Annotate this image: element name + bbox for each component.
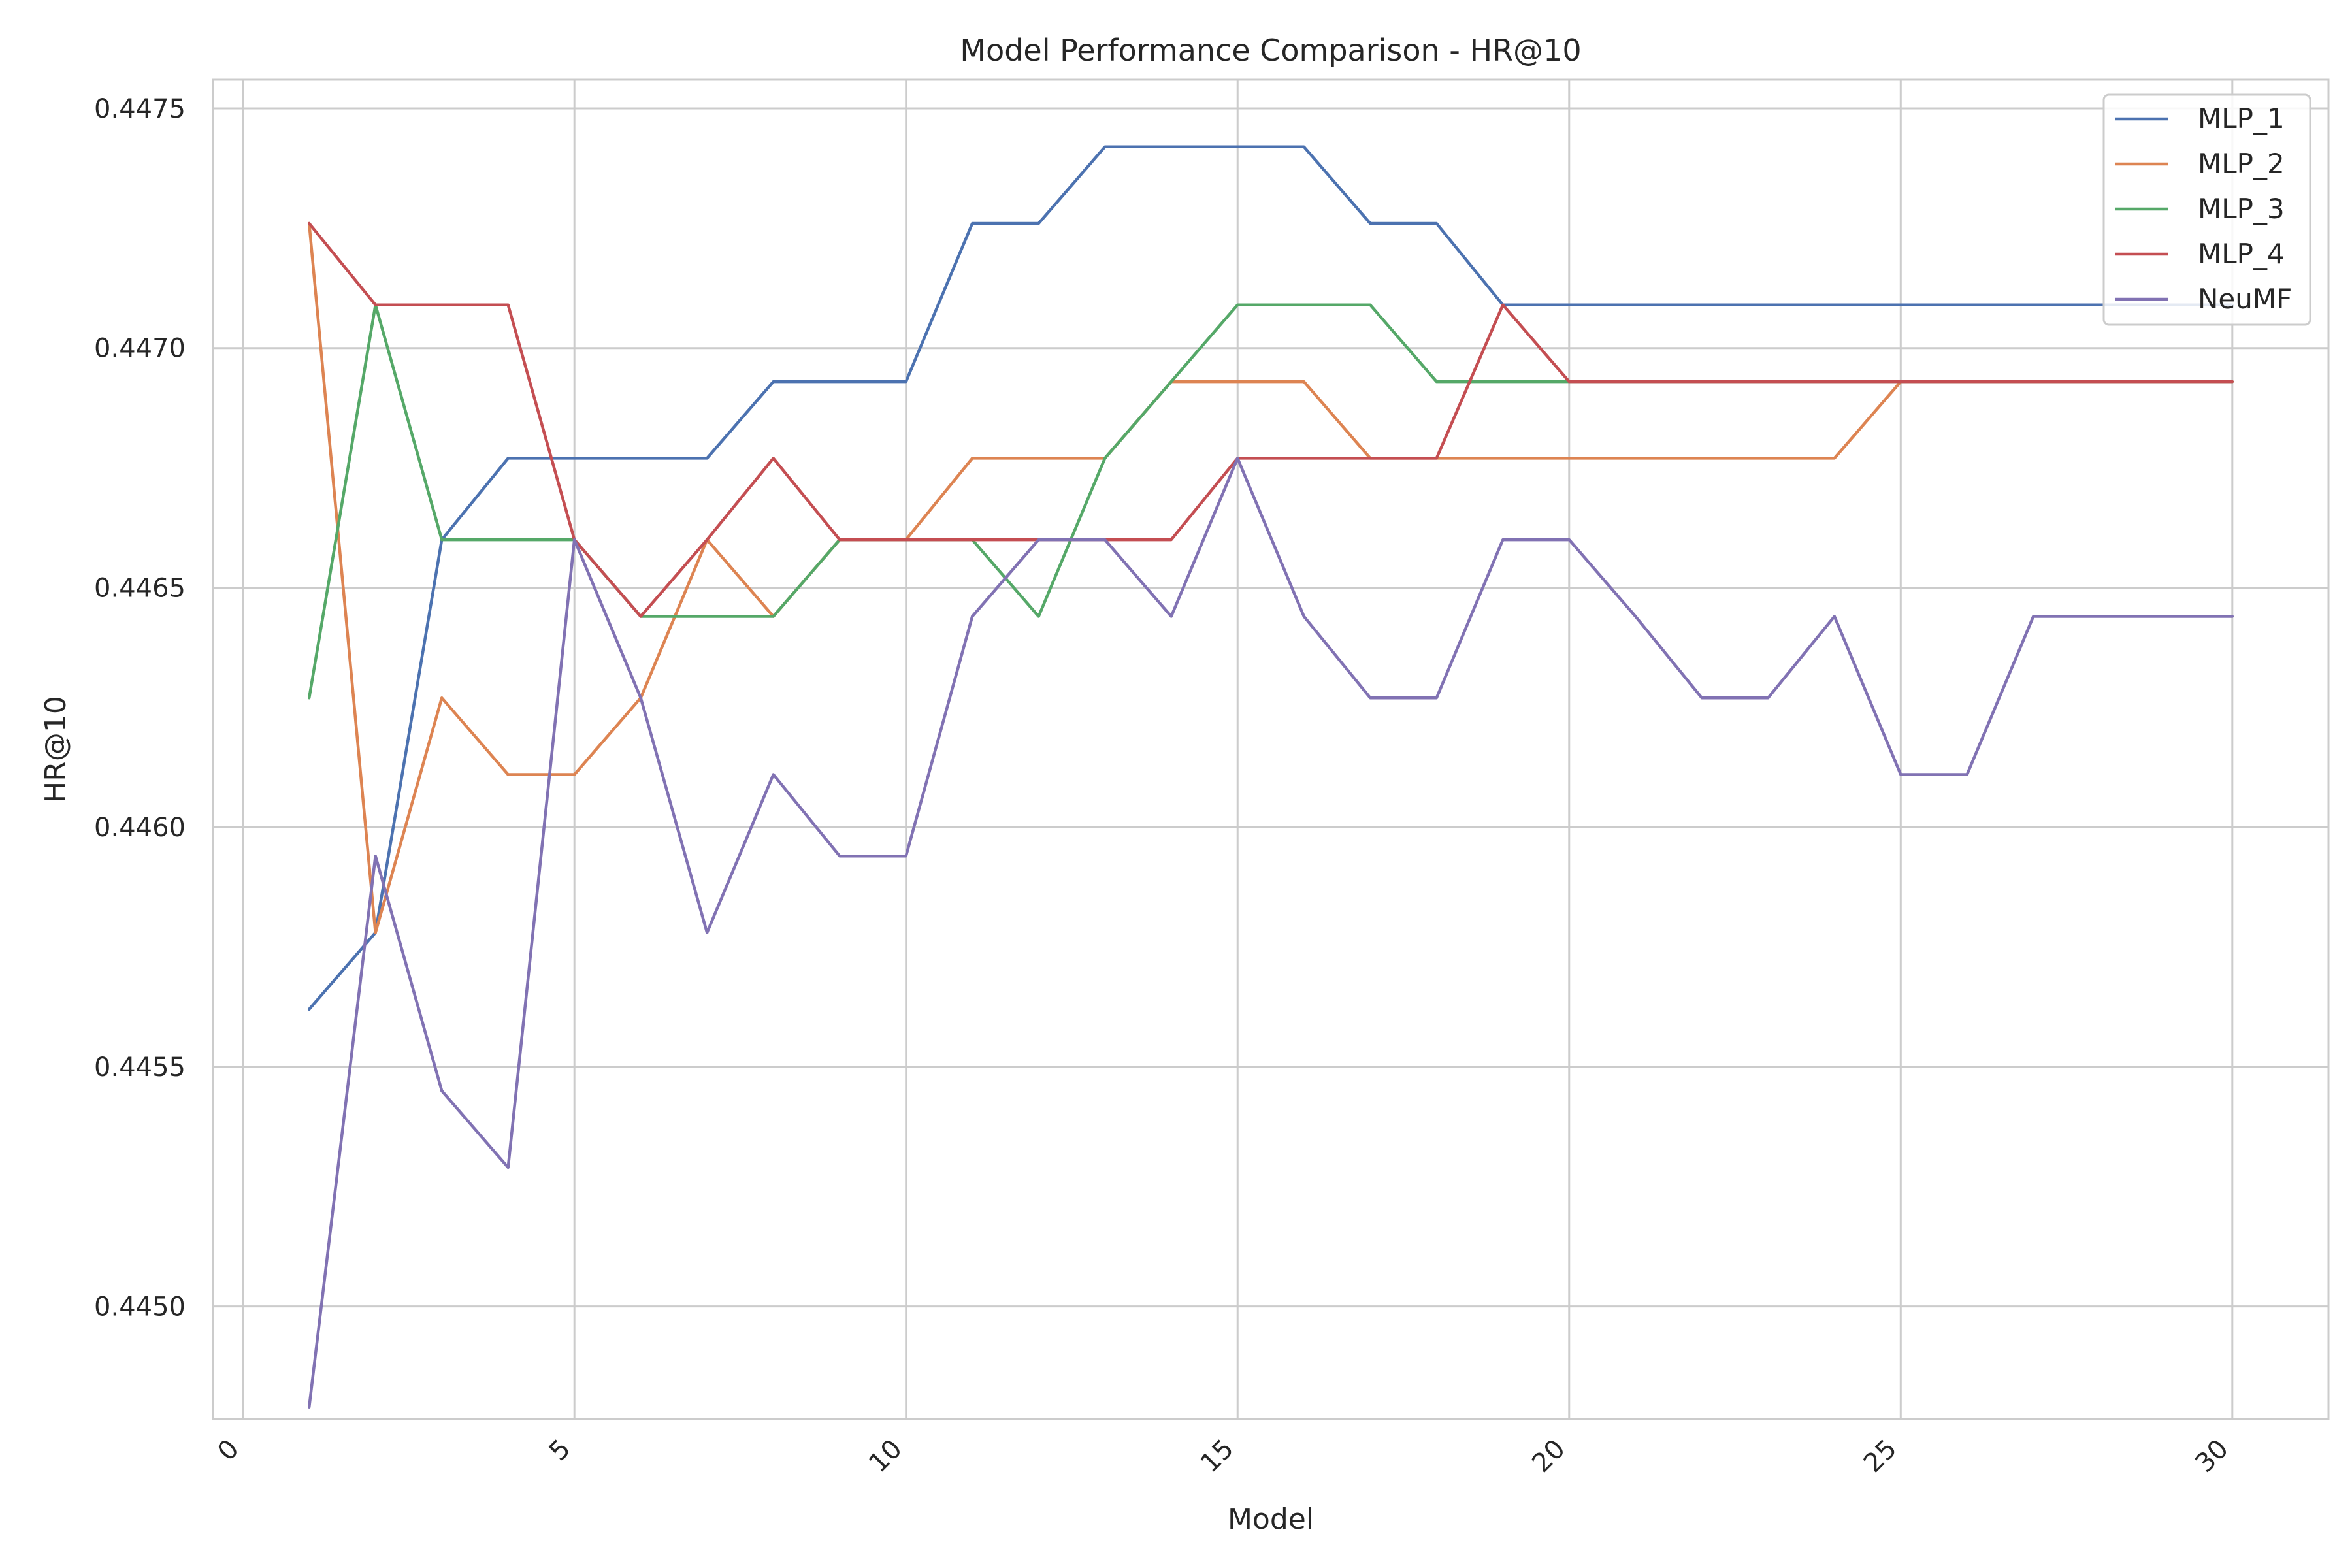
- series-line-mlp-2: [307, 221, 2234, 934]
- x-tick-label: 20: [1526, 1434, 1571, 1479]
- tick-labels: 0 5 10 15 20 25 30 0.4450 0.4455 0.4460 0.4465 0.44…: [94, 94, 2234, 1478]
- y-tick-label: 0.4470: [94, 334, 186, 364]
- series-line-mlp-4: [307, 221, 2234, 618]
- series-line-neumf: [307, 457, 2234, 1409]
- legend-label: MLP_1: [2198, 103, 2285, 135]
- x-tick-label: 25: [1858, 1434, 1903, 1479]
- legend-label: MLP_4: [2198, 238, 2285, 270]
- y-tick-label: 0.4450: [94, 1292, 186, 1322]
- series-lines: [307, 145, 2234, 1409]
- legend-label: NeuMF: [2198, 283, 2292, 315]
- x-tick-label: 0: [212, 1434, 245, 1467]
- x-tick-label: 10: [863, 1434, 908, 1479]
- plot-frame: [212, 78, 2330, 1420]
- legend: MLP_1 MLP_2 MLP_3 MLP_4 NeuMF: [2102, 93, 2311, 326]
- y-axis-label: HR@10: [39, 696, 73, 803]
- series-line-mlp-3: [307, 303, 2234, 700]
- y-tick-label: 0.4460: [94, 813, 186, 843]
- y-tick-label: 0.4475: [94, 94, 186, 124]
- y-tick-label: 0.4465: [94, 573, 186, 603]
- x-tick-label: 30: [2189, 1434, 2234, 1479]
- grid: [213, 80, 2328, 1419]
- legend-label: MLP_3: [2198, 193, 2285, 225]
- x-tick-label: 5: [544, 1434, 577, 1467]
- series-line-mlp-1: [307, 145, 2234, 1011]
- y-tick-label: 0.4455: [94, 1053, 186, 1083]
- x-tick-label: 15: [1195, 1434, 1240, 1479]
- legend-box: [2102, 93, 2311, 326]
- x-axis-label: Model: [1228, 1503, 1314, 1536]
- chart-title: Model Performance Comparison - HR@10: [960, 33, 1581, 68]
- legend-label: MLP_2: [2198, 148, 2285, 180]
